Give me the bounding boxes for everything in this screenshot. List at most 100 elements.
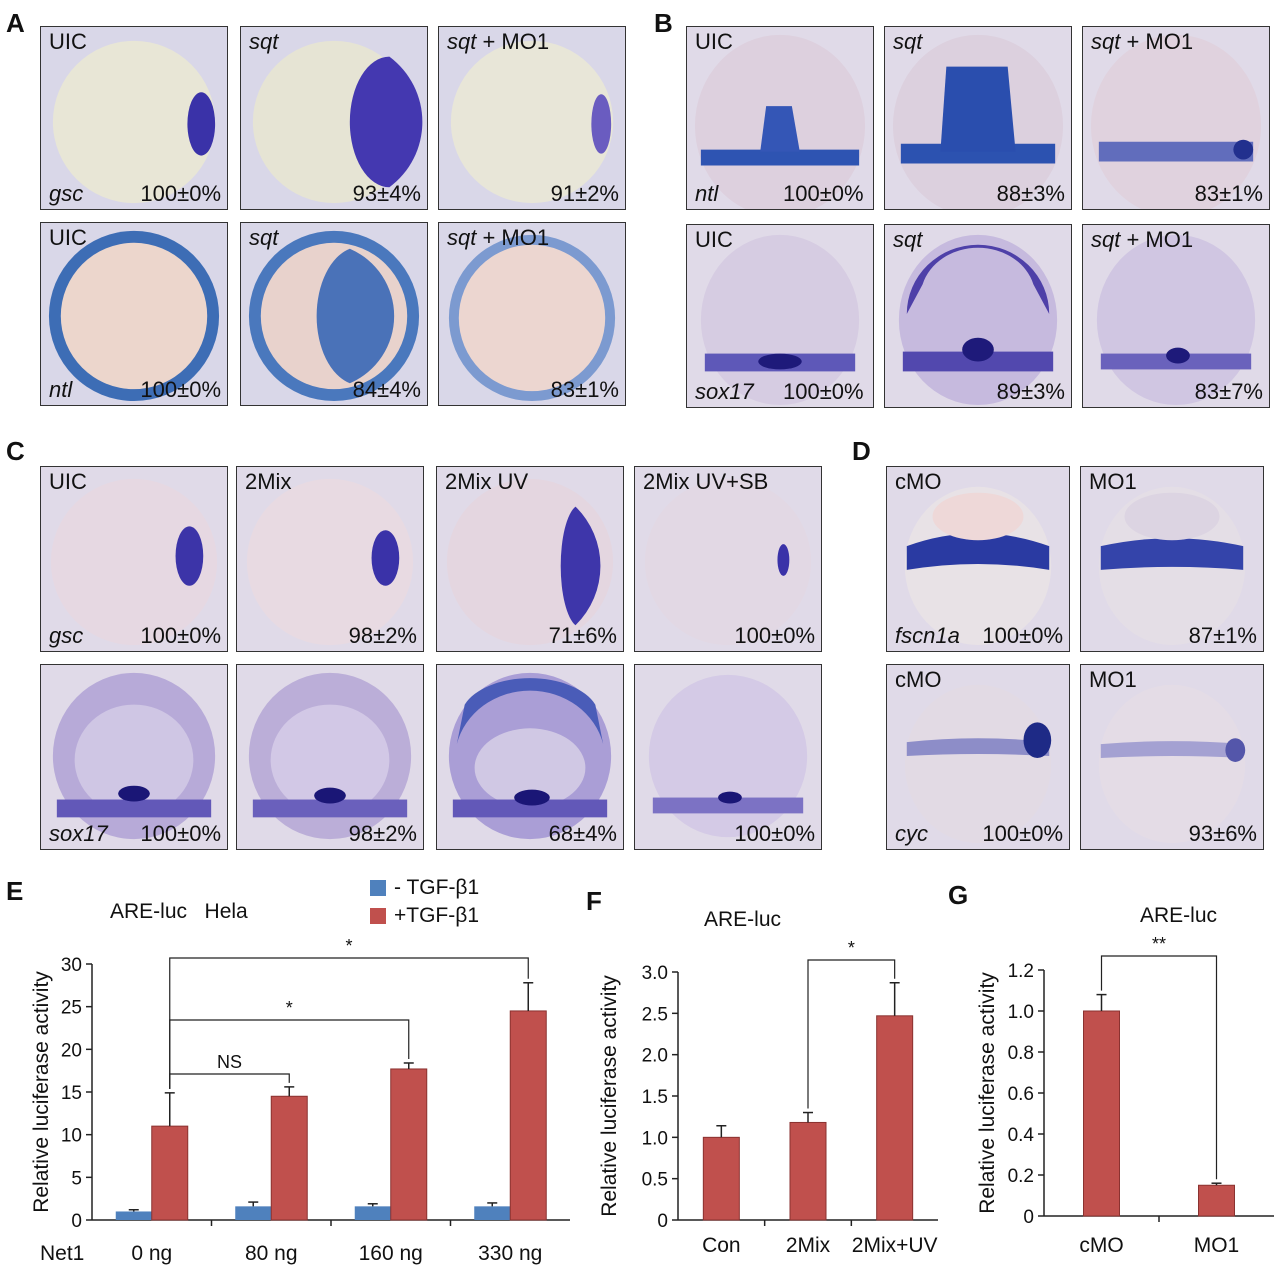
embryo-image: UIC ntl 100±0%: [40, 222, 228, 406]
percentage-label: 83±1%: [1194, 181, 1263, 206]
y-tick-label: 1.0: [1008, 1002, 1034, 1023]
embryo-image: 100±0%: [634, 664, 822, 850]
percentage-label: 68±4%: [548, 821, 617, 846]
condition-label: UIC: [49, 469, 87, 494]
row-label: Net1: [40, 1242, 84, 1265]
chart-f-plot: 0 0.5 1.0 1.5 2.0 2.5 3.0 Relative luciferase a…: [598, 938, 938, 1257]
significance-bracket: [1100, 955, 1218, 1180]
embryo-image: UIC gsc 100±0%: [40, 466, 228, 652]
embryo-image: cMO fscn1a 100±0%: [886, 466, 1070, 652]
bar: [115, 1211, 152, 1220]
legend-swatch: [370, 880, 386, 896]
gene-label: cyc: [895, 821, 928, 846]
embryo-image: sqt 89±3%: [884, 224, 1072, 408]
condition-label: 2Mix UV: [445, 469, 529, 494]
panel-letter-g: G: [948, 880, 969, 910]
chart-e-legend: - TGF-β1 +TGF-β1: [370, 874, 479, 930]
embryo-image: sqt + MO1 91±2%: [438, 26, 626, 210]
condition-label: sqt: [893, 227, 923, 252]
bar: [235, 1206, 272, 1220]
y-tick-label: 1.2: [1008, 961, 1034, 982]
chart-g: ARE-luc 0 0.2 0.4 0.6 0.8 1.0 1.2 Relative luci…: [948, 880, 1280, 1269]
y-tick-label: 2.5: [642, 1004, 668, 1025]
bar: [474, 1206, 511, 1220]
y-tick-label: 0.2: [1008, 1166, 1034, 1187]
embryo-image: 2Mix UV 71±6%: [436, 466, 624, 652]
bar: [270, 1095, 308, 1221]
significance-label: *: [848, 938, 855, 958]
condition-label: UIC: [695, 227, 733, 252]
y-tick-label: 1.5: [642, 1087, 668, 1108]
percentage-label: 100±0%: [140, 821, 221, 846]
bar: [789, 1121, 827, 1221]
x-tick-label: MO1: [1194, 1234, 1240, 1257]
x-tick-label: 80 ng: [245, 1242, 298, 1265]
percentage-label: 98±2%: [348, 821, 417, 846]
y-tick-label: 0: [1023, 1207, 1034, 1228]
embryo-image: 2Mix 98±2%: [236, 466, 424, 652]
embryo-image: 68±4%: [436, 664, 624, 850]
percentage-label: 87±1%: [1188, 623, 1257, 648]
bar: [702, 1136, 740, 1221]
percentage-label: 84±4%: [352, 377, 421, 402]
percentage-label: 100±0%: [140, 181, 221, 206]
percentage-label: 100±0%: [982, 623, 1063, 648]
embryo-image: MO1 87±1%: [1080, 466, 1264, 652]
x-tick-label: 330 ng: [478, 1242, 542, 1265]
chart-f-title: ARE-luc: [704, 908, 782, 931]
condition-label: 2Mix: [245, 469, 292, 494]
gene-label: sox17: [695, 379, 754, 404]
significance-bracket: [807, 959, 896, 1109]
condition-label: 2Mix UV+SB: [643, 469, 769, 494]
bar: [390, 1068, 428, 1221]
y-tick-label: 0: [71, 1211, 82, 1232]
embryo-image: UIC ntl 100±0%: [686, 26, 874, 210]
percentage-label: 71±6%: [548, 623, 617, 648]
y-tick-label: 0.5: [642, 1170, 668, 1191]
condition-label: cMO: [895, 667, 942, 692]
gene-label: ntl: [49, 377, 73, 402]
panel-letter-c: C: [6, 436, 25, 466]
embryo-image: MO1 93±6%: [1080, 664, 1264, 850]
y-tick-label: 0: [657, 1211, 668, 1232]
legend-label: - TGF-β1: [394, 876, 480, 899]
y-tick-label: 5: [71, 1168, 82, 1189]
percentage-label: 83±7%: [1194, 379, 1263, 404]
legend-swatch: [370, 908, 386, 924]
chart-e-plot: 0 5 10 15 20 25 30 Relative luciferase activity…: [30, 936, 570, 1265]
panel-letter-b: B: [654, 8, 673, 38]
embryo-image: sox17 100±0%: [40, 664, 228, 850]
significance-bracket: [169, 1073, 290, 1089]
gene-label: gsc: [49, 623, 84, 648]
y-tick-label: 30: [61, 955, 82, 976]
y-tick-label: 0.8: [1008, 1043, 1034, 1064]
gene-label: sox17: [49, 821, 108, 846]
panel-letter-a: A: [6, 8, 25, 38]
bar: [1198, 1184, 1235, 1217]
chart-f: ARE-luc 0 0.5 1.0 1.5 2.0 2.5 3.0 Relative luci…: [586, 880, 946, 1269]
condition-label: cMO: [895, 469, 942, 494]
y-axis-label: Relative luciferase activity: [598, 975, 621, 1217]
x-tick-label: 2Mix+UV: [852, 1234, 938, 1257]
y-tick-label: 25: [61, 998, 82, 1019]
embryo-image: 98±2%: [236, 664, 424, 850]
percentage-label: 88±3%: [996, 181, 1065, 206]
embryo-image: sqt + MO1 83±1%: [1082, 26, 1270, 210]
condition-label: sqt: [893, 29, 923, 54]
significance-bracket: [169, 957, 529, 1089]
percentage-label: 100±0%: [140, 623, 221, 648]
legend-item-minus-tgf: - TGF-β1: [370, 874, 479, 902]
y-tick-label: 10: [61, 1126, 82, 1147]
embryo-image: UIC sox17 100±0%: [686, 224, 874, 408]
y-axis-label: Relative luciferase activity: [30, 971, 53, 1213]
x-tick-label: 160 ng: [359, 1242, 423, 1265]
panel-letter-e: E: [6, 876, 24, 906]
condition-label: sqt: [249, 225, 279, 250]
percentage-label: 93±4%: [352, 181, 421, 206]
y-tick-label: 0.6: [1008, 1084, 1034, 1105]
y-tick-label: 2.0: [642, 1046, 668, 1067]
y-tick-label: 1.0: [642, 1128, 668, 1149]
gene-label: gsc: [49, 181, 84, 206]
bar: [876, 1015, 914, 1221]
gene-label: fscn1a: [895, 623, 960, 648]
